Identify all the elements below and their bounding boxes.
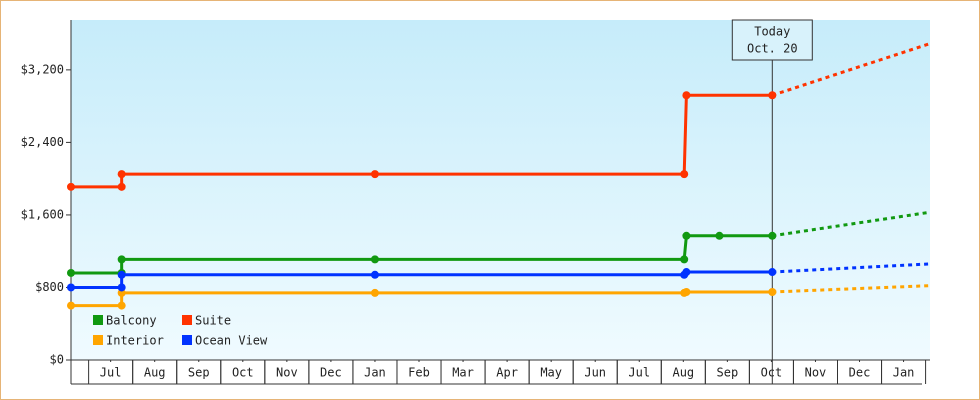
today-box [731,19,813,61]
point [117,270,126,279]
legend-swatch [182,315,192,325]
x-tick-label: Jan [893,366,915,380]
point [67,182,75,191]
point [67,301,75,310]
point [715,231,724,240]
legend-swatch [182,335,192,345]
point [682,91,691,100]
x-tick-label: Aug [144,366,166,380]
y-tick-label: $3,200 [21,62,64,76]
x-tick-label: Dec [849,366,871,380]
point [680,255,689,264]
today-label: Today [754,25,790,39]
x-tick-label: Nov [276,366,298,380]
x-tick-label: Aug [672,366,694,380]
point [370,255,379,264]
y-tick-label: $1,600 [21,207,64,221]
legend-swatch [93,335,103,345]
x-tick-label: Jan [364,366,386,380]
point [768,268,777,277]
x-tick-label: Oct [232,366,254,380]
legend-label: Interior [106,334,164,348]
point [682,231,691,240]
y-tick-label: $0 [50,353,64,367]
x-tick-label: Sep [188,366,210,380]
point [117,170,126,179]
legend-label: Balcony [106,314,157,328]
point [370,170,379,179]
x-tick-label: Nov [805,366,827,380]
x-tick-label: Jul [628,366,650,380]
point [117,283,126,292]
point [768,91,777,100]
point [768,231,777,240]
point [117,182,126,191]
plot-area [71,20,930,360]
point [117,255,126,264]
point [370,288,379,297]
y-tick-label: $800 [35,280,64,294]
y-tick-label: $2,400 [21,135,64,149]
projection-line [772,284,931,294]
projection-line [771,42,931,97]
x-tick-label: May [540,366,562,380]
point [682,268,691,277]
point [117,301,126,310]
x-tick-label: Sep [717,366,739,380]
legend-label: Ocean View [195,334,268,348]
legend-swatch [93,315,103,325]
x-tick-label: Oct [761,366,783,380]
x-tick-label: Mar [452,366,474,380]
legend-label: Suite [195,314,231,328]
x-tick-label: Feb [408,366,430,380]
point [768,288,777,296]
point [67,268,75,277]
point [682,288,691,296]
projection-line [772,262,931,274]
projection-line [772,210,931,238]
x-tick-label: Jun [584,366,606,380]
x-tick-label: Dec [320,366,342,380]
today-date: Oct. 20 [747,42,798,56]
point [370,270,379,279]
x-tick-label: Apr [496,366,518,380]
x-tick-label: Jul [100,366,122,380]
point [680,170,689,179]
point [67,283,75,292]
